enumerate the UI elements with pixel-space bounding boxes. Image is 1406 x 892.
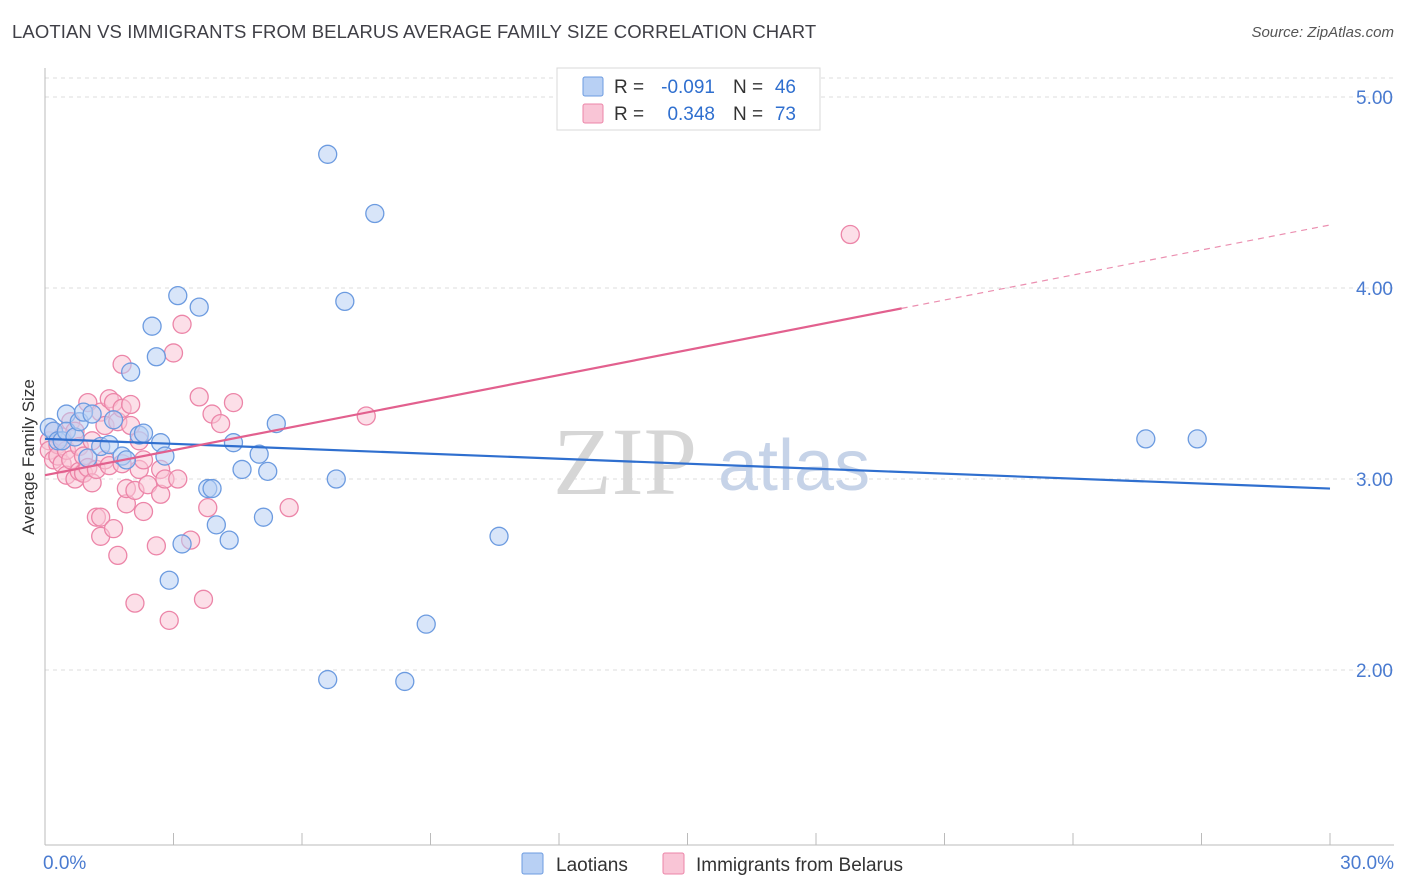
y-axis-title: Average Family Size (19, 379, 38, 535)
x-tick-label-min: 0.0% (43, 853, 86, 874)
data-point-belarus (198, 497, 218, 518)
data-point-belarus (172, 314, 192, 334)
data-point-laotians (1187, 429, 1207, 449)
data-point-laotians (189, 297, 209, 317)
data-point-belarus (159, 610, 179, 630)
data-point-belarus (133, 450, 154, 470)
trend-line-belarus-extrapolated (901, 224, 1331, 309)
legend-n-label-laotians: N = (733, 77, 763, 98)
data-point-laotians (318, 144, 338, 164)
data-point-belarus (146, 536, 167, 556)
trend-line-laotians (44, 437, 1331, 490)
stats-legend: R = -0.091 N = 46 R = 0.348 N = 73 (556, 67, 821, 131)
data-point-belarus (210, 413, 231, 434)
data-point-laotians (133, 423, 154, 443)
legend-swatch-belarus (582, 103, 604, 124)
data-point-belarus (108, 545, 128, 566)
chart-title: LAOTIAN VS IMMIGRANTS FROM BELARUS AVERA… (12, 21, 817, 42)
watermark: ZIP atlas (553, 408, 870, 515)
data-point-laotians (121, 362, 141, 382)
x-tick-label-max: 30.0% (1340, 853, 1394, 874)
y-tick-label: 5.00 (1356, 88, 1393, 109)
data-point-laotians (159, 570, 179, 590)
y-tick-label: 3.00 (1356, 470, 1393, 491)
data-point-laotians (103, 410, 124, 430)
data-point-laotians (253, 507, 274, 527)
data-point-laotians (232, 459, 252, 480)
data-point-laotians (258, 461, 278, 482)
data-point-belarus (91, 507, 111, 527)
data-point-belarus (279, 497, 299, 518)
legend-swatch-laotians (582, 76, 604, 97)
data-point-laotians (172, 534, 192, 554)
x-ticks (44, 833, 1331, 845)
data-point-laotians (395, 671, 415, 692)
data-point-belarus (121, 394, 141, 415)
legend-r-value-belarus: 0.348 (667, 104, 715, 125)
trend-line-belarus (44, 307, 902, 477)
legend-r-label-belarus: R = (614, 104, 644, 125)
bottom-legend-swatch-belarus (662, 852, 685, 875)
data-point-belarus (163, 343, 184, 363)
legend-r-value-laotians: -0.091 (661, 77, 715, 98)
trend-lines (44, 224, 1331, 490)
series-laotians (39, 144, 1207, 692)
y-tick-labels: 2.00 3.00 4.00 5.00 (1356, 88, 1393, 682)
data-point-laotians (1136, 429, 1156, 449)
data-point-laotians (335, 291, 355, 312)
data-point-belarus (189, 387, 209, 407)
data-point-laotians (365, 203, 385, 224)
data-point-laotians (146, 347, 167, 367)
y-tick-label: 4.00 (1356, 279, 1393, 300)
legend-n-value-belarus: 73 (775, 104, 796, 125)
y-tick-label: 2.00 (1356, 661, 1393, 682)
data-point-belarus (138, 475, 158, 495)
data-point-laotians (206, 515, 226, 535)
bottom-legend-label-laotians: Laotians (556, 855, 628, 876)
data-point-laotians (82, 404, 102, 424)
legend-n-label-belarus: N = (733, 104, 763, 125)
data-point-belarus (103, 519, 124, 539)
data-point-laotians (168, 285, 188, 306)
data-point-laotians (249, 444, 269, 464)
legend-n-value-laotians: 46 (775, 77, 796, 98)
data-point-laotians (416, 614, 436, 634)
bottom-legend-label-belarus: Immigrants from Belarus (696, 855, 903, 876)
data-point-laotians (489, 526, 509, 546)
data-point-laotians (266, 413, 286, 434)
data-point-belarus (125, 593, 145, 613)
series-legend: Laotians Immigrants from Belarus (521, 852, 903, 876)
data-point-laotians (219, 530, 239, 550)
source-label: Source: ZipAtlas.com (1251, 24, 1394, 41)
data-point-laotians (142, 316, 162, 336)
data-point-belarus (356, 406, 376, 426)
data-point-laotians (318, 669, 338, 690)
grid-layer (45, 77, 1394, 671)
legend-r-label-laotians: R = (614, 77, 644, 98)
bottom-legend-swatch-laotians (521, 852, 544, 875)
data-point-belarus (133, 501, 154, 522)
data-point-belarus (223, 392, 244, 413)
data-point-belarus (840, 224, 860, 245)
data-point-belarus (168, 469, 188, 489)
data-point-laotians (326, 469, 346, 489)
data-point-belarus (193, 589, 214, 609)
data-point-laotians (202, 478, 222, 499)
